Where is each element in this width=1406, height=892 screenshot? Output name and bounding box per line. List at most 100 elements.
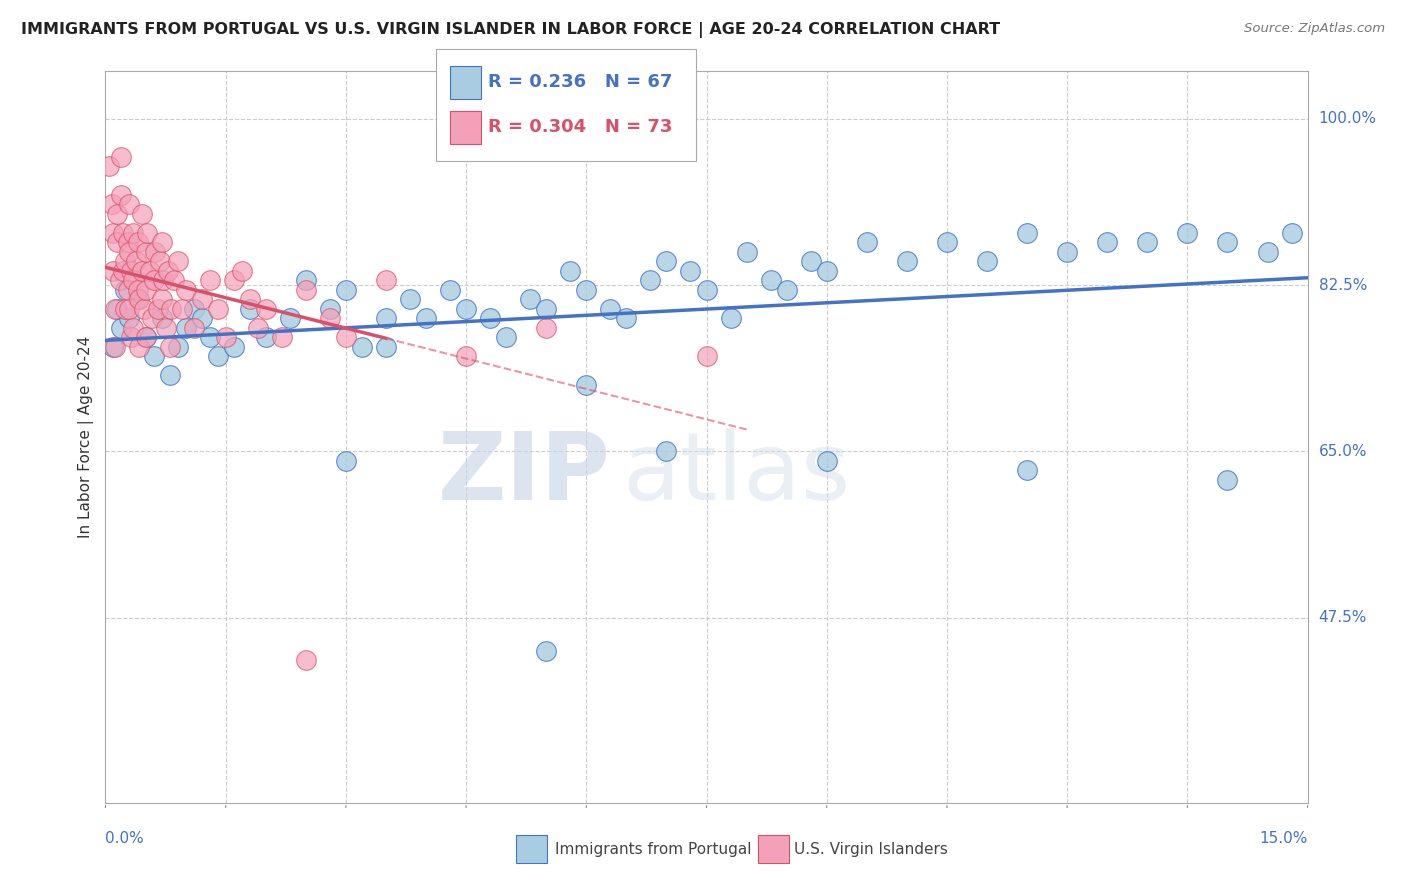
Point xyxy=(142,273,165,287)
Point xyxy=(159,368,181,383)
Point xyxy=(575,283,598,297)
Point xyxy=(118,244,141,259)
Point xyxy=(160,301,183,316)
Point xyxy=(114,301,136,316)
Point xyxy=(135,244,157,259)
Point xyxy=(118,301,141,316)
Point xyxy=(759,273,782,287)
Point xyxy=(162,273,184,287)
Point xyxy=(1216,473,1239,487)
Point xyxy=(1136,235,1159,250)
Point xyxy=(295,273,318,287)
Point xyxy=(127,293,149,307)
Point xyxy=(575,377,598,392)
Point xyxy=(107,301,129,316)
Point xyxy=(374,340,396,354)
Point xyxy=(107,207,129,221)
Point xyxy=(183,321,205,335)
Point xyxy=(138,264,160,278)
Point xyxy=(110,321,132,335)
Point xyxy=(214,330,236,344)
Point xyxy=(1015,226,1038,240)
Point xyxy=(439,283,461,297)
Point xyxy=(335,330,357,344)
Point xyxy=(150,235,173,250)
Point xyxy=(114,283,136,297)
Text: Immigrants from Portugal: Immigrants from Portugal xyxy=(555,842,752,856)
Point xyxy=(107,235,129,250)
Point xyxy=(104,301,127,316)
Point xyxy=(103,226,125,240)
Point xyxy=(335,283,357,297)
Point xyxy=(118,311,141,326)
Point xyxy=(350,340,373,354)
Point xyxy=(495,330,517,344)
Point xyxy=(655,444,678,458)
Point xyxy=(415,311,437,326)
Point xyxy=(560,264,582,278)
Point xyxy=(117,235,139,250)
Point xyxy=(254,330,277,344)
Text: 47.5%: 47.5% xyxy=(1319,610,1367,625)
Point xyxy=(122,321,145,335)
Point xyxy=(1257,244,1279,259)
Point xyxy=(374,273,396,287)
Point xyxy=(150,293,173,307)
Text: 0.0%: 0.0% xyxy=(105,830,145,846)
Point xyxy=(183,301,205,316)
Point xyxy=(207,349,229,363)
Point xyxy=(166,254,188,268)
Point xyxy=(534,644,557,658)
Point xyxy=(720,311,742,326)
Point xyxy=(110,187,132,202)
Point xyxy=(118,197,141,211)
Point xyxy=(207,301,229,316)
Point xyxy=(141,311,163,326)
Point xyxy=(152,273,174,287)
Point xyxy=(735,244,758,259)
Point xyxy=(1097,235,1119,250)
Point xyxy=(112,264,135,278)
Point xyxy=(815,454,838,468)
Text: 82.5%: 82.5% xyxy=(1319,277,1367,293)
Point xyxy=(150,311,173,326)
Point xyxy=(131,207,153,221)
Text: IMMIGRANTS FROM PORTUGAL VS U.S. VIRGIN ISLANDER IN LABOR FORCE | AGE 20-24 CORR: IMMIGRANTS FROM PORTUGAL VS U.S. VIRGIN … xyxy=(21,22,1000,38)
Point xyxy=(1281,226,1303,240)
Point xyxy=(254,301,277,316)
Point xyxy=(335,454,357,468)
Point xyxy=(120,264,142,278)
Text: ZIP: ZIP xyxy=(437,427,610,520)
Point xyxy=(128,340,150,354)
Point xyxy=(132,301,155,316)
Point xyxy=(122,226,145,240)
Point xyxy=(142,349,165,363)
Point xyxy=(374,311,396,326)
Y-axis label: In Labor Force | Age 20-24: In Labor Force | Age 20-24 xyxy=(79,336,94,538)
Point xyxy=(456,301,478,316)
Point xyxy=(1056,244,1078,259)
Point xyxy=(456,349,478,363)
Point xyxy=(776,283,799,297)
Point xyxy=(155,321,177,335)
Point xyxy=(534,301,557,316)
Text: R = 0.236   N = 67: R = 0.236 N = 67 xyxy=(488,73,672,91)
Point xyxy=(146,301,169,316)
Point xyxy=(198,330,221,344)
Point xyxy=(319,311,342,326)
Point xyxy=(222,273,245,287)
Point xyxy=(190,311,212,326)
Point xyxy=(112,226,135,240)
Text: R = 0.304   N = 73: R = 0.304 N = 73 xyxy=(488,118,672,136)
Point xyxy=(98,159,121,173)
Point xyxy=(222,340,245,354)
Point xyxy=(1216,235,1239,250)
Point xyxy=(270,330,292,344)
Point xyxy=(696,349,718,363)
Point xyxy=(246,321,269,335)
Point xyxy=(136,226,159,240)
Point xyxy=(108,273,131,287)
Point xyxy=(640,273,662,287)
Point xyxy=(149,254,172,268)
Point xyxy=(166,340,188,354)
